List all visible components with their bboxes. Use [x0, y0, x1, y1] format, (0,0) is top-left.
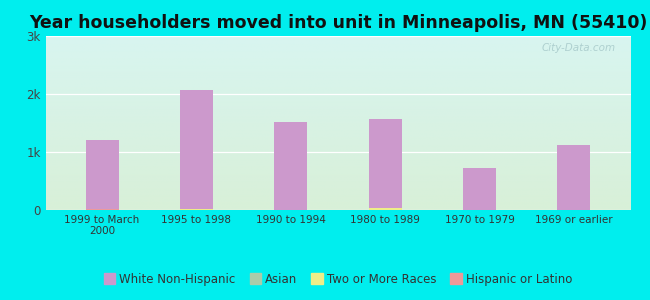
Bar [274, 122, 307, 210]
Bar [86, 208, 119, 210]
Bar [180, 208, 213, 210]
Bar [369, 119, 402, 210]
Text: City-Data.com: City-Data.com [541, 43, 616, 53]
Title: Year householders moved into unit in Minneapolis, MN (55410): Year householders moved into unit in Min… [29, 14, 647, 32]
Bar [86, 140, 119, 210]
Bar [558, 209, 590, 210]
Bar [274, 209, 307, 210]
Bar [463, 168, 496, 210]
Bar [86, 209, 119, 210]
Bar [180, 90, 213, 210]
Bar [558, 145, 590, 210]
Bar [558, 209, 590, 210]
Bar [369, 208, 402, 210]
Bar [180, 209, 213, 210]
Bar [180, 209, 213, 210]
Bar [369, 209, 402, 210]
Legend: White Non-Hispanic, Asian, Two or More Races, Hispanic or Latino: White Non-Hispanic, Asian, Two or More R… [99, 268, 577, 290]
